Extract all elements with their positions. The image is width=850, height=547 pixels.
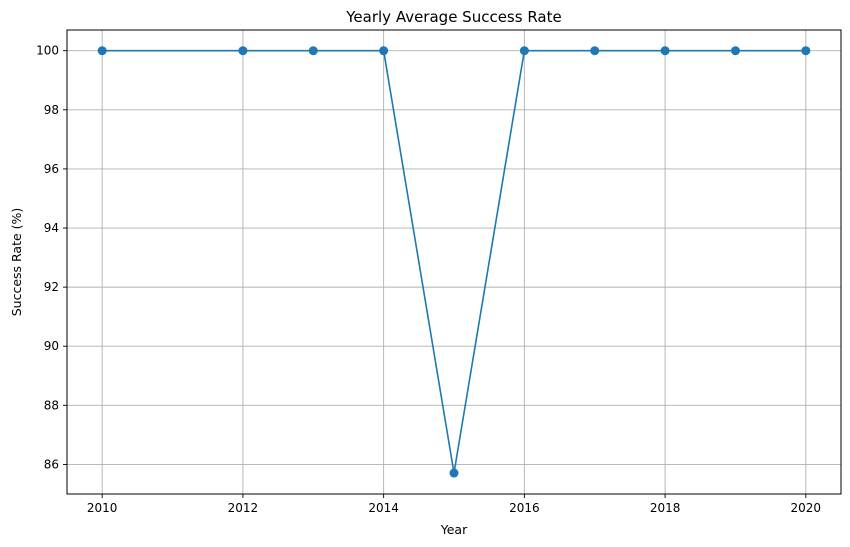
y-tick-label: 98: [44, 103, 59, 117]
y-tick-label: 90: [44, 339, 59, 353]
x-tick-label: 2012: [228, 501, 259, 515]
data-point: [660, 46, 670, 56]
data-point: [449, 468, 459, 478]
y-axis-label: Success Rate (%): [9, 208, 24, 317]
series-line: [102, 49, 806, 474]
y-tick-label: 94: [44, 221, 59, 235]
x-axis-label: Year: [440, 522, 468, 537]
plot-background: [67, 30, 841, 494]
x-tick-label: 2016: [509, 501, 540, 515]
x-tick-label: 2014: [368, 501, 399, 515]
data-point: [238, 46, 248, 56]
y-tick-label: 92: [44, 280, 59, 294]
chart-title: Yearly Average Success Rate: [345, 8, 561, 26]
series-layer: [97, 46, 811, 478]
data-point: [801, 46, 811, 56]
x-tick-label: 2020: [791, 501, 822, 515]
y-tick-label: 96: [44, 162, 59, 176]
data-point: [519, 46, 529, 56]
data-point: [590, 46, 600, 56]
ticks: 2010 2012 2014 2016 2018 2020 86 88 90 92 94 96 98 10…: [36, 44, 821, 515]
y-tick-label: 86: [44, 457, 59, 471]
y-tick-label: 100: [36, 44, 59, 58]
data-point: [97, 46, 107, 56]
x-tick-label: 2018: [650, 501, 681, 515]
data-point: [379, 46, 389, 56]
x-tick-label: 2010: [87, 501, 118, 515]
data-point: [730, 46, 740, 56]
y-tick-label: 88: [44, 398, 59, 412]
data-point: [308, 46, 318, 56]
plot-frame: [66, 29, 842, 495]
